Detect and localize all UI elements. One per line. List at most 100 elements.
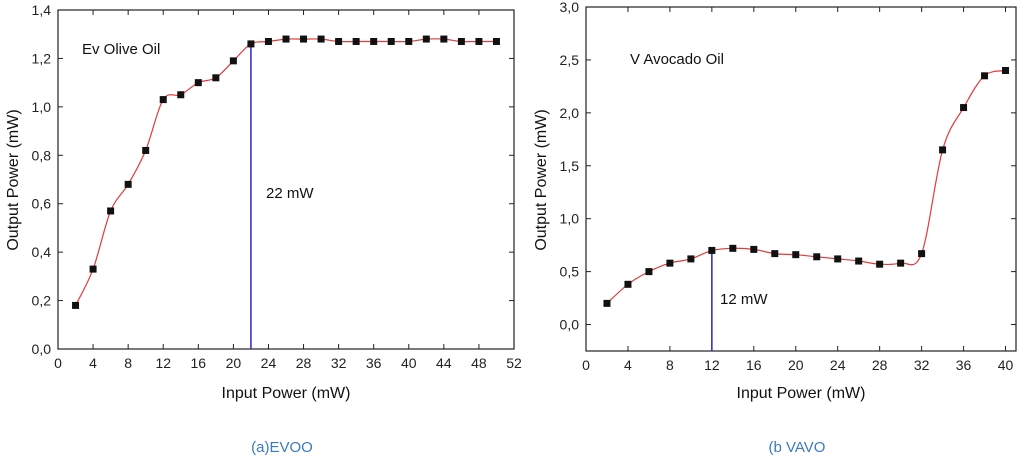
chart-b-xtick-label: 0	[582, 357, 590, 373]
chart-a-data-point	[177, 91, 185, 99]
chart-a-xtick-label: 8	[124, 355, 132, 371]
chart-b-ytick-label: 3,0	[560, 0, 580, 15]
chart-a-data-point	[229, 57, 237, 65]
chart-a-ytick-label: 0,6	[32, 196, 52, 212]
chart-a-xtick-label: 0	[54, 355, 62, 371]
chart-b-xtick-label: 28	[872, 357, 888, 373]
chart-b-xtick-label: 20	[788, 357, 804, 373]
chart-b-ylabel: Output Power (mW)	[533, 109, 550, 250]
chart-b: 0 4 8 12 16 20 24 28 32 36 40 0,0 0,5 1,0 1,5 2,0 2,5 3,0…	[533, 0, 1017, 456]
chart-b-data-point	[792, 251, 800, 259]
chart-b-data-point	[708, 246, 716, 254]
chart-a-data-point	[300, 35, 308, 43]
chart-a-ticks: 0 4 8 12 16 20 24 28 32 36 40 44 48 520,00,20,40,60,8…	[32, 2, 522, 371]
chart-a-ytick-label: 0,2	[32, 293, 52, 309]
chart-b-data-point	[771, 250, 779, 258]
chart-b-data-point	[750, 245, 758, 253]
chart-a-data-point	[370, 37, 378, 45]
chart-b-ytick-label: 1,0	[560, 211, 580, 227]
chart-a-xtick-label: 12	[155, 355, 171, 371]
chart-b-threshold-label: 12 mW	[720, 291, 768, 308]
chart-a-ylabel: Output Power (mW)	[5, 109, 22, 250]
chart-a-data-point	[492, 37, 500, 45]
chart-a-xtick-label: 40	[401, 355, 417, 371]
chart-b-data-point	[687, 255, 695, 263]
chart-b-xlabel: Input Power (mW)	[737, 385, 866, 402]
chart-a-data-point	[72, 301, 80, 309]
chart-a-data-point	[475, 37, 483, 45]
chart-b-data-point	[939, 146, 947, 154]
chart-a-ytick-label: 1,2	[32, 50, 52, 66]
chart-b-data-point	[729, 244, 737, 252]
chart-b-data-point	[813, 253, 821, 261]
chart-a-data-point	[247, 40, 255, 48]
chart-b-plot-frame	[585, 6, 1017, 352]
chart-a-xlabel: Input Power (mW)	[222, 385, 351, 402]
chart-b-title: V Avocado Oil	[630, 51, 724, 68]
chart-b-data-point	[645, 268, 653, 276]
chart-b-points	[603, 67, 1010, 307]
chart-a-data-point	[352, 37, 360, 45]
chart-a-ytick-label: 0,4	[32, 244, 52, 260]
chart-b-xtick-label: 4	[624, 357, 632, 373]
chart-a-xtick-label: 4	[89, 355, 97, 371]
chart-a-xtick-label: 32	[331, 355, 347, 371]
chart-a-data-point	[124, 180, 132, 188]
chart-b-xtick-label: 36	[956, 357, 972, 373]
chart-b-data-point	[624, 280, 632, 288]
chart-a-xtick-label: 28	[296, 355, 312, 371]
chart-b-ticks: 0 4 8 12 16 20 24 28 32 36 40 0,0 0,5 1,0 1,5 2,0 2,5 3,0	[560, 0, 1016, 373]
chart-a-xtick-label: 36	[366, 355, 382, 371]
chart-b-xtick-label: 8	[666, 357, 674, 373]
chart-a-xtick-label: 24	[261, 355, 277, 371]
chart-b-xtick-label: 24	[830, 357, 846, 373]
chart-b-xtick-label: 40	[998, 357, 1014, 373]
chart-b-data-point	[918, 250, 926, 258]
chart-b-data-point	[603, 299, 611, 307]
chart-b-ytick-label: 2,5	[560, 52, 580, 68]
chart-a-caption: (a)EVOO	[251, 439, 313, 456]
chart-a-data-point	[89, 265, 97, 273]
chart-b-ytick-label: 0,5	[560, 264, 580, 280]
chart-a-ytick-label: 0,8	[32, 147, 52, 163]
chart-b-xtick-label: 16	[746, 357, 762, 373]
chart-a-data-point	[335, 37, 343, 45]
chart-b-ytick-label: 0,0	[560, 317, 580, 333]
chart-b-data-point	[1002, 67, 1010, 75]
chart-a-plot-frame	[57, 9, 515, 350]
chart-b-data-point	[897, 259, 905, 267]
chart-a-data-point	[317, 35, 325, 43]
chart-b-ytick-label: 2,0	[560, 105, 580, 121]
chart-b-data-point	[834, 255, 842, 263]
chart-a-threshold-label: 22 mW	[266, 185, 314, 202]
chart-a-xtick-label: 52	[506, 355, 522, 371]
chart-b-caption: (b VAVO	[769, 439, 826, 456]
chart-b-xtick-label: 32	[914, 357, 930, 373]
chart-a-data-point	[387, 37, 395, 45]
chart-b-ytick-label: 1,5	[560, 158, 580, 174]
chart-b-xtick-label: 12	[704, 357, 720, 373]
chart-b-data-point	[981, 72, 989, 80]
chart-a-xtick-label: 20	[226, 355, 242, 371]
chart-a-data-point	[422, 35, 430, 43]
chart-a-title: Ev Olive Oil	[82, 41, 160, 58]
chart-a-data-point	[405, 37, 413, 45]
chart-a: 0 4 8 12 16 20 24 28 32 36 40 44 48 520,00,20,40,60,8…	[5, 2, 522, 456]
chart-b-data-point	[960, 104, 968, 112]
chart-a-ytick-label: 1,0	[32, 99, 52, 115]
chart-a-data-point	[212, 74, 220, 82]
chart-a-data-point	[142, 146, 150, 154]
chart-a-data-point	[159, 96, 167, 104]
chart-a-points	[72, 35, 500, 309]
chart-a-ytick-label: 1,4	[32, 2, 52, 18]
chart-a-data-point	[457, 37, 465, 45]
chart-b-data-point	[855, 257, 863, 265]
chart-a-ytick-label: 0,0	[32, 341, 52, 357]
chart-a-data-point	[107, 207, 115, 215]
chart-a-data-point	[440, 35, 448, 43]
chart-a-xtick-label: 16	[191, 355, 207, 371]
chart-b-data-point	[666, 259, 674, 267]
chart-a-data-point	[282, 35, 290, 43]
chart-a-data-point	[194, 79, 202, 87]
